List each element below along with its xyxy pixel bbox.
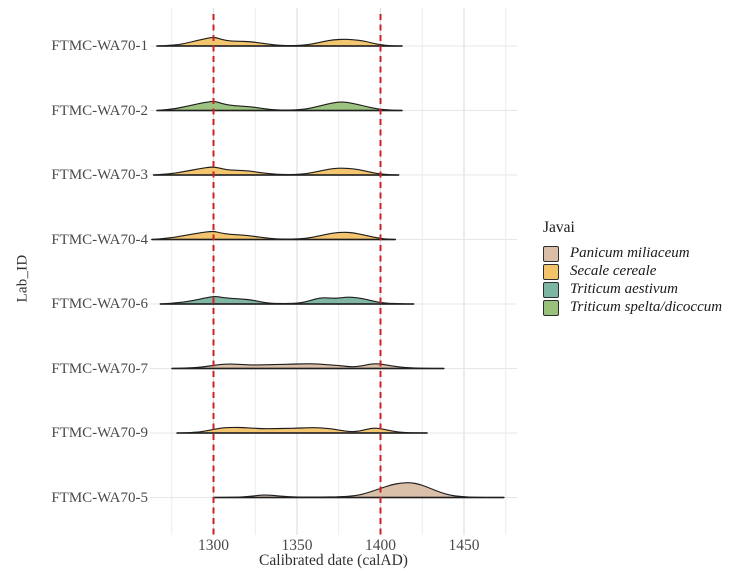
density-ridge [176,426,428,434]
legend-swatch-icon [543,245,559,262]
density-ridge [159,295,415,305]
legend-title: Javai [543,219,575,236]
y-tick-label: FTMC-WA70-9 [51,425,148,441]
x-tick-label: 1450 [448,537,480,554]
density-ridge [156,100,403,112]
y-tick-label: FTMC-WA70-4 [51,231,148,248]
legend-swatch-icon [543,263,559,280]
legend-item: Panicum miliaceum [541,245,722,262]
y-tick-label: FTMC-WA70-6 [51,296,148,312]
density-ridge [212,482,505,499]
density-ridge [151,230,397,241]
legend-swatch-icon [543,281,559,298]
legend-item: Triticum aestivum [541,281,722,298]
x-tick-label: 1400 [365,537,396,554]
legend-label: Triticum spelta/dicoccum [570,299,723,315]
density-ridge [156,36,403,47]
density-ridge [171,363,445,370]
y-tick-label: FTMC-WA70-1 [51,38,148,54]
legend-label: Triticum aestivum [570,281,678,297]
y-tick-label: FTMC-WA70-3 [51,167,148,183]
legend-item: Triticum spelta/dicoccum [541,299,723,316]
legend: Javai Panicum miliaceum Secale cereale Tri… [541,219,722,318]
density-ridge [152,166,400,176]
legend-swatch-icon [543,299,559,316]
legend-label: Secale cereale [570,263,657,279]
x-axis-title: Calibrated date (calAD) [259,552,408,569]
y-tick-label: FTMC-WA70-2 [51,102,148,119]
x-tick-label: 1350 [281,537,313,554]
x-tick-label: 1300 [198,537,229,554]
legend-items: Panicum miliaceum Secale cereale Triticum … [541,245,723,316]
y-tick-label: FTMC-WA70-7 [51,360,148,377]
legend-label: Panicum miliaceum [570,245,690,261]
legend-item: Secale cereale [541,263,722,280]
y-tick-label: FTMC-WA70-5 [51,489,148,506]
